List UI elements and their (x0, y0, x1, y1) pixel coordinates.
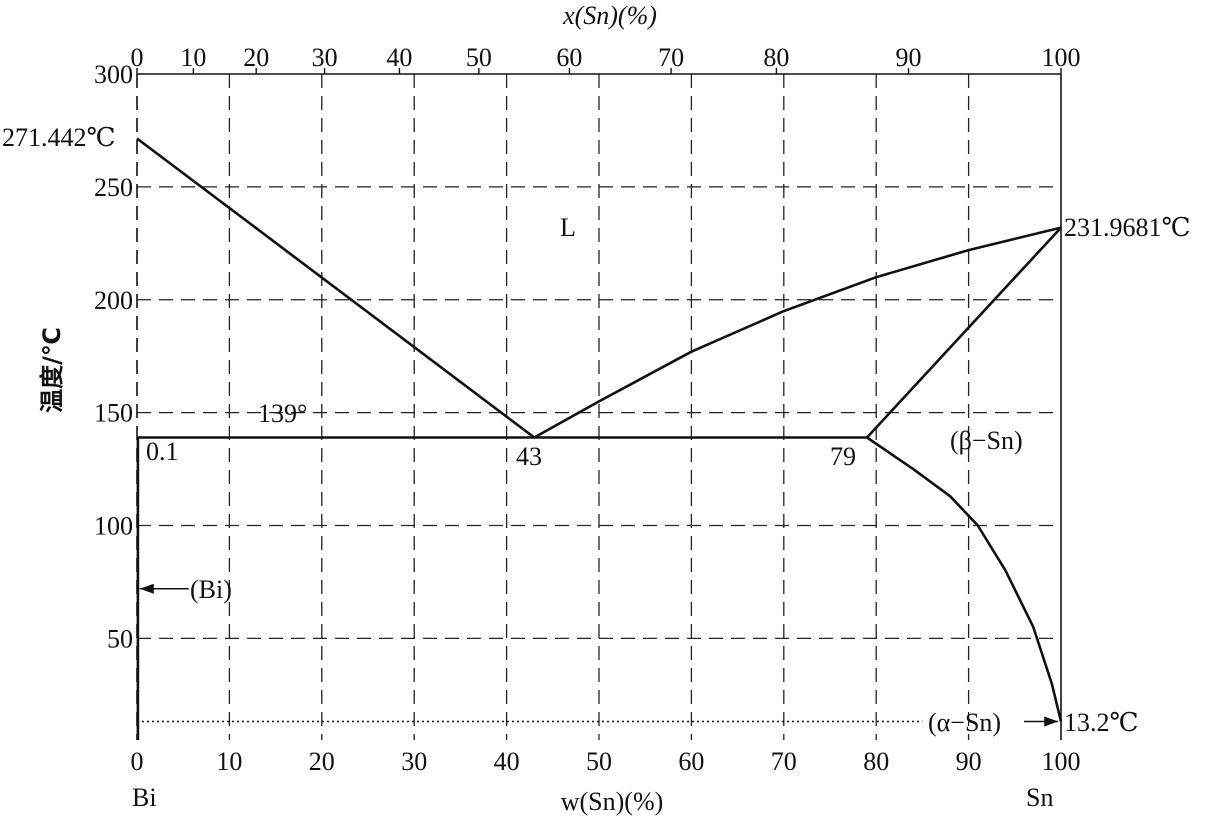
x-top-tick-label: 50 (466, 43, 492, 72)
x-top-tick-label: 20 (243, 43, 269, 72)
x-bottom-tick-label: 40 (494, 747, 520, 776)
x-top-tick-label: 90 (896, 43, 922, 72)
x-bottom-tick-label: 90 (956, 747, 982, 776)
bi-phase-label: (Bi) (190, 575, 232, 604)
y-tick-label: 100 (94, 512, 133, 541)
eutectic-composition-label: 43 (516, 442, 542, 471)
x-bottom-tick-label: 10 (216, 747, 242, 776)
bi-end-label: Bi (132, 783, 157, 812)
x-top-tick-label: 70 (658, 43, 684, 72)
y-tick-label: 200 (94, 286, 133, 315)
phase-boundaries (136, 137, 1063, 740)
x-bottom-tick-label: 80 (863, 747, 889, 776)
y-tick-label: 150 (94, 399, 133, 428)
x-bottom-axis-label: w(Sn)(%) (561, 787, 664, 816)
curve-solidus_sn (866, 226, 1062, 439)
beta-sn-region-label: (β−Sn) (950, 426, 1023, 455)
sn-melting-point-label: 231.9681℃ (1064, 213, 1191, 242)
x-bottom-tick-label: 20 (309, 747, 335, 776)
bi-melting-point-label: 271.442℃ (2, 123, 116, 152)
y-tick-label: 250 (94, 173, 133, 202)
x-bottom-tick-label: 70 (771, 747, 797, 776)
curve-liquidus_sn (533, 226, 1062, 439)
alpha-sn-arrow-head (1044, 716, 1059, 727)
x-top-tick-label: 60 (556, 43, 582, 72)
x-bottom-tick-label: 50 (586, 747, 612, 776)
x-top-axis-label: x(Sn)(%) (562, 1, 657, 30)
x-top-tick-label: 40 (386, 43, 412, 72)
x-bottom-tick-label: 0 (131, 747, 144, 776)
curve-liquidus_bi (136, 137, 536, 439)
y-tick-label: 50 (107, 624, 133, 653)
axes: 0 10 20 30 40 50 60 70 80 90 100 0 10 20 30 40 50 60 70 80 9… (94, 43, 1081, 776)
bi-solubility-label: 0.1 (146, 437, 179, 466)
alpha-sn-region-label: (α−Sn) (928, 708, 1001, 737)
x-top-tick-label: 80 (763, 43, 789, 72)
eutectic-temperature-label: 139° (258, 399, 307, 428)
transition-temperature-label: 13.2℃ (1064, 708, 1139, 737)
x-bottom-tick-label: 60 (678, 747, 704, 776)
bi-phase-arrow-head (139, 583, 154, 594)
y-axis-label: 温度/℃ (38, 327, 66, 413)
sn-solubility-label: 79 (830, 442, 856, 471)
x-top-tick-label: 30 (312, 43, 338, 72)
x-bottom-tick-label: 30 (401, 747, 427, 776)
y-tick-label: 300 (94, 60, 133, 89)
x-top-tick-label: 100 (1042, 43, 1081, 72)
grid-lines (137, 74, 1061, 740)
x-bottom-tick-label: 100 (1042, 747, 1081, 776)
sn-end-label: Sn (1026, 783, 1053, 812)
x-top-tick-label: 10 (180, 43, 206, 72)
x-top-tick-label: 0 (131, 43, 144, 72)
curve-solvus_sn (866, 436, 1063, 722)
liquid-region-label: L (560, 213, 576, 242)
